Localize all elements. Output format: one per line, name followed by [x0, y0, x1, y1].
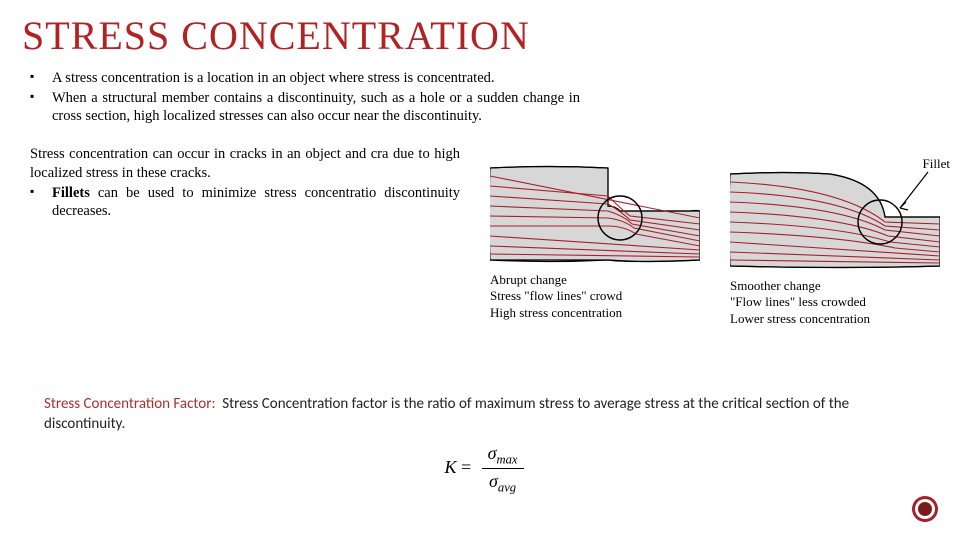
fillet-label: Fillet [923, 156, 950, 172]
diagram-abrupt: Abrupt change Stress "flow lines" crowd … [490, 156, 710, 321]
caption-abrupt: Abrupt change Stress "flow lines" crowd … [490, 272, 710, 321]
diagram-smooth: Fillet Smoother change "Flow [730, 156, 950, 327]
page-title: STRESS CONCENTRATION [0, 0, 960, 65]
mid-paragraph: Stress concentration can occur in cracks… [0, 127, 490, 220]
bullet-list-top: A stress concentration is a location in … [0, 65, 610, 125]
corner-badge-icon [910, 494, 940, 524]
bullet-3: Fillets Fillets can be used to minimize … [30, 184, 460, 220]
formula: K = σmax σavg [44, 441, 924, 497]
bullet-1: A stress concentration is a location in … [30, 69, 580, 87]
bullet-2: When a structural member contains a disc… [30, 89, 580, 125]
diagram-group: Abrupt change Stress "flow lines" crowd … [490, 156, 956, 346]
caption-smooth: Smoother change "Flow lines" less crowde… [730, 278, 950, 327]
factor-lead: Stress Concentration Factor: [44, 395, 215, 413]
mid-line-1: Stress concentration can occur in cracks… [30, 146, 388, 162]
factor-block: Stress Concentration Factor: Stress Conc… [44, 394, 924, 497]
